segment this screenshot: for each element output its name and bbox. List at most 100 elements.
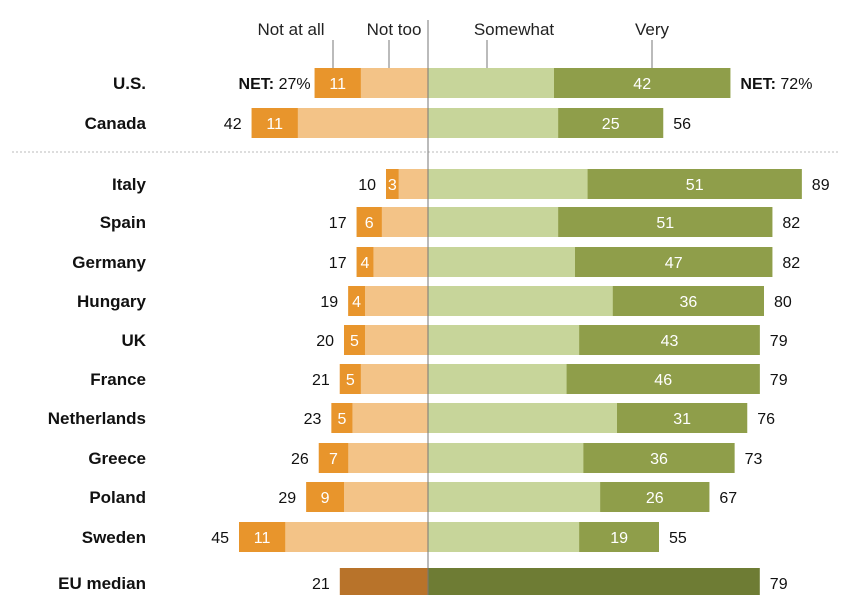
row-sweden: Sweden 11 19 45 55 <box>82 522 687 552</box>
very-value: 36 <box>680 294 698 311</box>
country-label: Sweden <box>82 528 146 547</box>
country-label: Spain <box>100 213 146 232</box>
negative-total: 17 <box>329 255 347 272</box>
row-spain: Spain 6 51 17 82 <box>100 207 800 237</box>
not-at-all-value: 5 <box>350 333 359 350</box>
bar-very <box>587 169 802 199</box>
row-uk: UK 5 43 20 79 <box>121 325 788 355</box>
bar-not-at-all <box>318 443 349 473</box>
positive-total: 82 <box>782 215 800 232</box>
not-at-all-value: 5 <box>346 372 355 389</box>
negative-total: 20 <box>316 333 334 350</box>
country-label: UK <box>121 331 146 350</box>
very-value: 47 <box>665 255 683 272</box>
legend-very: Very <box>635 20 670 39</box>
row-hungary: Hungary 4 36 19 80 <box>77 286 792 316</box>
negative-total: 26 <box>291 451 309 468</box>
not-at-all-value: 4 <box>352 294 361 311</box>
bar-very <box>554 68 731 98</box>
positive-total: 82 <box>782 255 800 272</box>
row-netherlands: Netherlands 5 31 23 76 <box>48 403 775 433</box>
row-poland: Poland 9 26 29 67 <box>89 482 737 512</box>
not-at-all-value: 11 <box>254 530 271 547</box>
country-label: Netherlands <box>48 409 146 428</box>
very-value: 46 <box>654 372 672 389</box>
bar-very <box>558 108 664 138</box>
negative-total: 23 <box>304 411 322 428</box>
bar-not-at-all <box>251 108 298 138</box>
bar-not-at-all <box>331 403 353 433</box>
positive-total: 67 <box>719 490 737 507</box>
bar-not-at-all <box>386 169 399 199</box>
bar-very <box>579 522 659 552</box>
net-positive-label: NET: 72% <box>740 76 812 93</box>
not-at-all-value: 6 <box>365 215 374 232</box>
negative-total: 29 <box>278 490 296 507</box>
bar-not-at-all <box>339 364 361 394</box>
bar-very <box>579 325 760 355</box>
bar-not-at-all <box>356 207 382 237</box>
bar-median-negative <box>339 568 428 598</box>
net-prefix: NET: <box>239 76 275 93</box>
very-value: 42 <box>633 76 651 93</box>
very-value: 25 <box>602 116 620 133</box>
country-label: Canada <box>85 114 147 133</box>
bar-not-at-all <box>344 325 365 355</box>
not-at-all-value: 3 <box>388 177 397 194</box>
very-value: 51 <box>656 215 674 232</box>
country-label: Hungary <box>77 292 147 311</box>
positive-total: 89 <box>812 177 830 194</box>
very-value: 26 <box>646 490 664 507</box>
row-greece: Greece 7 36 26 73 <box>88 443 762 473</box>
negative-total: 19 <box>320 294 338 311</box>
negative-total: 21 <box>312 372 330 389</box>
bar-very <box>558 207 773 237</box>
negative-total: 10 <box>358 177 376 194</box>
bar-very <box>583 443 735 473</box>
bar-median-positive <box>428 568 760 598</box>
country-label: EU median <box>58 574 146 593</box>
positive-total: 76 <box>757 411 775 428</box>
legend-not-at-all: Not at all <box>257 20 324 39</box>
not-at-all-value: 11 <box>266 116 283 133</box>
net-prefix: NET: <box>740 76 776 93</box>
country-label: France <box>90 370 146 389</box>
bar-not-at-all <box>348 286 365 316</box>
net-positive-value: 72% <box>780 76 812 93</box>
country-label: Germany <box>72 253 146 272</box>
bar-very <box>612 286 764 316</box>
bar-not-at-all <box>356 247 374 277</box>
very-value: 43 <box>661 333 679 350</box>
not-at-all-value: 11 <box>329 76 346 93</box>
bar-not-at-all <box>306 482 344 512</box>
very-value: 36 <box>650 451 668 468</box>
net-negative-label: NET: 27% <box>239 76 311 93</box>
very-value: 19 <box>610 530 628 547</box>
negative-total: 45 <box>211 530 229 547</box>
very-value: 31 <box>673 411 691 428</box>
positive-total: 79 <box>770 576 788 593</box>
positive-total: 79 <box>770 333 788 350</box>
not-at-all-value: 7 <box>329 451 338 468</box>
country-label: U.S. <box>113 74 146 93</box>
negative-total: 17 <box>329 215 347 232</box>
bar-not-at-all <box>314 68 361 98</box>
row-eu-median: EU median 21 79 <box>58 568 788 598</box>
positive-total: 79 <box>770 372 788 389</box>
row-italy: Italy 3 51 10 89 <box>112 169 830 199</box>
legend-somewhat: Somewhat <box>474 20 555 39</box>
positive-total: 80 <box>774 294 792 311</box>
row-france: France 5 46 21 79 <box>90 364 788 394</box>
positive-total: 55 <box>669 530 687 547</box>
positive-total: 56 <box>673 116 691 133</box>
bar-very <box>617 403 748 433</box>
positive-total: 73 <box>745 451 763 468</box>
country-label: Italy <box>112 175 147 194</box>
legend: Not at all Not too Somewhat Very <box>257 20 670 68</box>
not-at-all-value: 4 <box>361 255 370 272</box>
net-negative-value: 27% <box>279 76 311 93</box>
